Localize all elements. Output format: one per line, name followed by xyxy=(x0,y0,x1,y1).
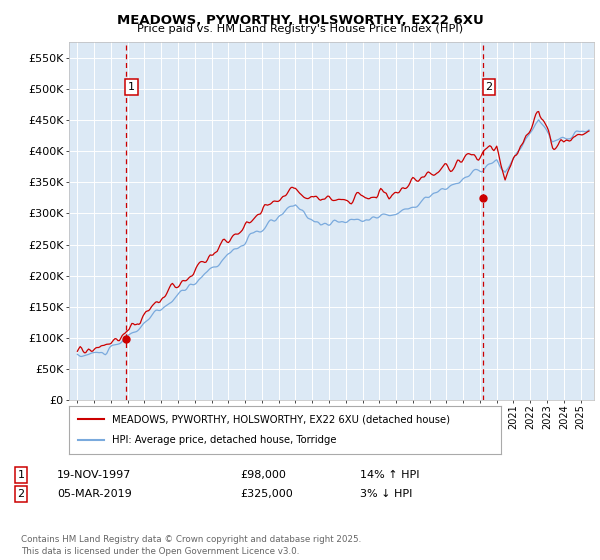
Text: 14% ↑ HPI: 14% ↑ HPI xyxy=(360,470,419,480)
Text: 3% ↓ HPI: 3% ↓ HPI xyxy=(360,489,412,499)
Text: MEADOWS, PYWORTHY, HOLSWORTHY, EX22 6XU: MEADOWS, PYWORTHY, HOLSWORTHY, EX22 6XU xyxy=(116,14,484,27)
Text: £325,000: £325,000 xyxy=(240,489,293,499)
Text: £98,000: £98,000 xyxy=(240,470,286,480)
Text: 1: 1 xyxy=(128,82,135,92)
Text: 05-MAR-2019: 05-MAR-2019 xyxy=(57,489,132,499)
Text: 2: 2 xyxy=(485,82,493,92)
Text: Price paid vs. HM Land Registry's House Price Index (HPI): Price paid vs. HM Land Registry's House … xyxy=(137,24,463,34)
Text: 19-NOV-1997: 19-NOV-1997 xyxy=(57,470,131,480)
Text: Contains HM Land Registry data © Crown copyright and database right 2025.
This d: Contains HM Land Registry data © Crown c… xyxy=(21,535,361,556)
Text: MEADOWS, PYWORTHY, HOLSWORTHY, EX22 6XU (detached house): MEADOWS, PYWORTHY, HOLSWORTHY, EX22 6XU … xyxy=(112,414,450,424)
Text: HPI: Average price, detached house, Torridge: HPI: Average price, detached house, Torr… xyxy=(112,435,337,445)
Text: 2: 2 xyxy=(17,489,25,499)
Text: 1: 1 xyxy=(17,470,25,480)
